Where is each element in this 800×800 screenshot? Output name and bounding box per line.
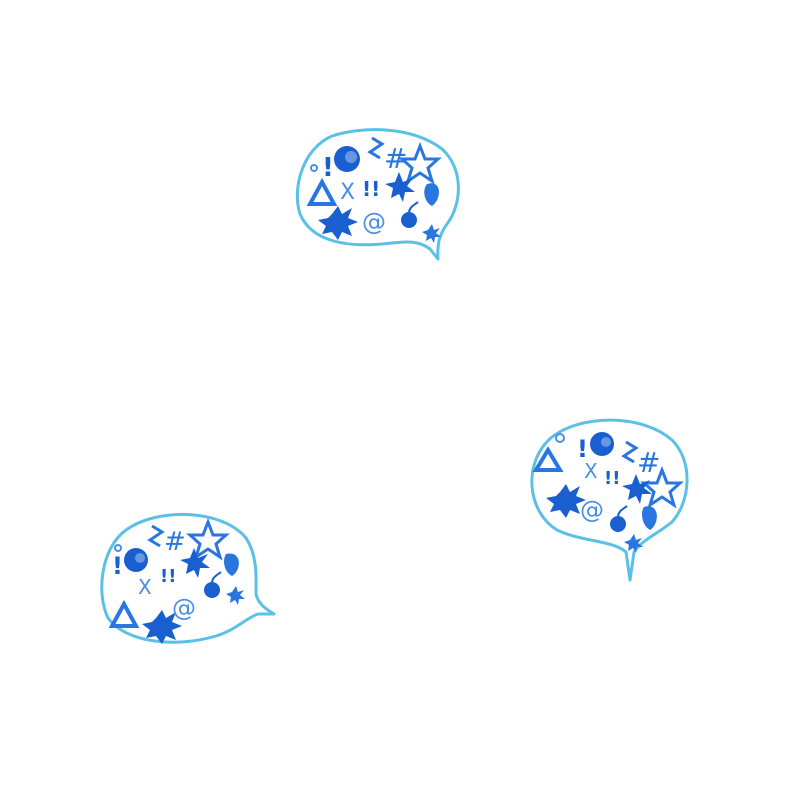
bomb-icon: [610, 516, 626, 532]
splat-icon: [142, 610, 182, 644]
exclaim-glyph: !: [577, 435, 588, 463]
x-glyph: X: [340, 180, 355, 205]
burst-icon: [180, 548, 210, 578]
sparkle-icon: [422, 224, 441, 243]
swirl-blot-icon: [124, 548, 148, 572]
swirl-blot-icon: [334, 146, 360, 172]
flame-icon: [642, 506, 657, 530]
double-exclaim-glyph: !!: [604, 468, 620, 489]
star-outline-icon: [186, 517, 230, 561]
flower-icon: [555, 433, 565, 443]
speech-bubble-top-graphic: ! # X !! @: [295, 128, 460, 261]
flower-icon: [310, 164, 318, 172]
exclaim-glyph: !: [322, 153, 334, 183]
triangle-icon: [306, 177, 338, 206]
x-glyph: X: [584, 459, 598, 483]
splat-icon: [318, 206, 358, 240]
bomb-icon: [204, 582, 220, 598]
hash-glyph: #: [384, 142, 407, 175]
speech-bubble-right-graphic: ! # X !! @: [530, 418, 689, 582]
star-outline-icon: [640, 465, 684, 509]
flame-icon: [424, 183, 439, 206]
speech-bubble-left: ! # X !! @: [96, 508, 276, 658]
swirl-blot-icon: [590, 432, 614, 456]
bubble-outline: [530, 418, 689, 582]
exclaim-glyph: !: [112, 552, 123, 580]
star-outline-icon: [398, 141, 442, 185]
flower-icon: [114, 544, 122, 552]
squiggle-icon: [621, 440, 639, 464]
hash-glyph: #: [164, 527, 186, 557]
bomb-icon: [401, 212, 417, 228]
squiggle-icon: [367, 136, 385, 160]
bubble-outline: [100, 513, 276, 644]
splat-icon: [546, 484, 586, 518]
double-exclaim-glyph: !!: [160, 566, 176, 587]
at-glyph: @: [362, 208, 386, 236]
at-glyph: @: [580, 496, 604, 524]
speech-bubble-right: ! # X !! @: [522, 412, 692, 587]
flame-icon: [224, 553, 239, 576]
x-glyph: X: [138, 575, 152, 599]
sparkle-icon: [226, 586, 245, 605]
sparkle-icon: [624, 534, 643, 553]
burst-icon: [385, 172, 415, 202]
squiggle-icon: [147, 524, 165, 548]
double-exclaim-glyph: !!: [362, 177, 380, 201]
bubble-outline: [295, 128, 460, 261]
triangle-icon: [532, 446, 564, 472]
hash-glyph: #: [637, 446, 660, 479]
at-glyph: @: [172, 594, 196, 622]
triangle-icon: [108, 599, 140, 628]
burst-icon: [622, 474, 652, 504]
speech-bubble-top: ! # X !! @: [292, 124, 462, 269]
speech-bubble-left-graphic: ! # X !! @: [100, 513, 276, 644]
